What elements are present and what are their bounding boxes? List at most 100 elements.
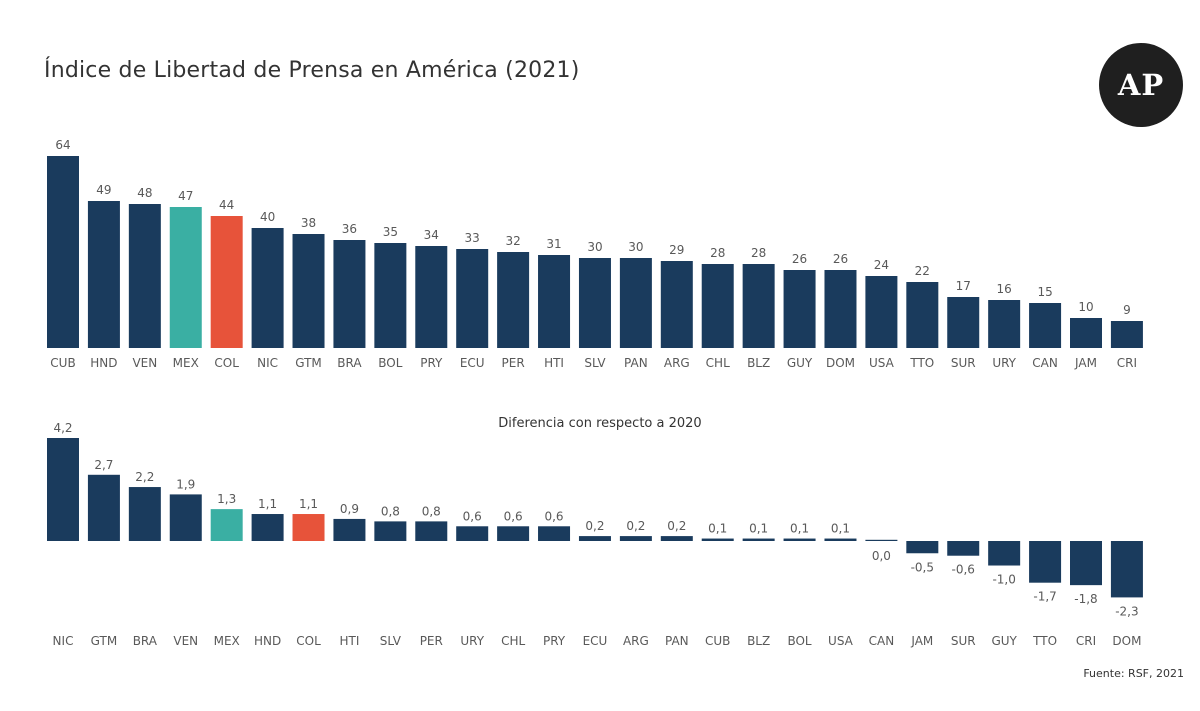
diff-bar-per — [415, 521, 448, 541]
diff-bar-sur — [947, 541, 980, 556]
diff-label-hnd: 1,1 — [258, 497, 277, 511]
x-tick-can: CAN — [1032, 356, 1058, 370]
x-tick-gtm: GTM — [295, 356, 322, 370]
diff-bar-slv — [374, 521, 407, 541]
x-tick-slv: SLV — [584, 356, 606, 370]
data-label-ury: 16 — [997, 282, 1012, 296]
diff-label-per: 0,8 — [422, 504, 441, 518]
x-tick-mex: MEX — [173, 356, 199, 370]
bar-sur — [947, 297, 980, 348]
diff-x-tick-tto: TTO — [1032, 634, 1057, 648]
bar-pan — [619, 258, 652, 348]
bar-pry — [415, 246, 448, 348]
diff-bar-hti — [333, 518, 366, 541]
x-tick-bol: BOL — [378, 356, 402, 370]
chart-title: Índice de Libertad de Prensa en América … — [44, 58, 580, 83]
bar-guy — [783, 270, 816, 348]
diff-x-tick-per: PER — [420, 634, 443, 648]
x-tick-blz: BLZ — [747, 356, 770, 370]
diff-label-chl: 0,6 — [504, 509, 523, 523]
x-tick-dom: DOM — [826, 356, 855, 370]
data-label-nic: 40 — [260, 210, 275, 224]
x-tick-sur: SUR — [951, 356, 976, 370]
diff-x-tick-hti: HTI — [339, 634, 359, 648]
diff-label-gtm: 2,7 — [94, 458, 113, 472]
diff-label-jam: -0,5 — [911, 560, 934, 574]
diff-bar-bol — [783, 538, 816, 541]
source-note: Fuente: RSF, 2021 — [1083, 667, 1184, 680]
diff-bar-col — [292, 514, 325, 541]
diff-x-tick-pan: PAN — [665, 634, 689, 648]
x-tick-pan: PAN — [624, 356, 648, 370]
diff-label-usa: 0,1 — [831, 522, 850, 536]
x-tick-pry: PRY — [420, 356, 443, 370]
diff-bar-arg — [619, 536, 652, 541]
data-label-hti: 31 — [546, 237, 561, 251]
data-label-jam: 10 — [1078, 300, 1093, 314]
x-tick-bra: BRA — [337, 356, 362, 370]
bar-hti — [538, 255, 571, 348]
data-label-slv: 30 — [587, 240, 602, 254]
diff-bar-tto — [1029, 541, 1062, 583]
diff-label-cri: -1,8 — [1074, 592, 1097, 606]
x-tick-ven: VEN — [132, 356, 157, 370]
x-tick-per: PER — [502, 356, 525, 370]
bar-cub — [47, 156, 79, 348]
diff-bar-mex — [210, 509, 243, 541]
bar-chl — [701, 264, 734, 348]
bar-blz — [742, 264, 775, 348]
diff-label-mex: 1,3 — [217, 492, 236, 506]
diff-label-pan: 0,2 — [667, 519, 686, 533]
diff-label-bra: 2,2 — [135, 470, 154, 484]
diff-x-tick-hnd: HND — [254, 634, 281, 648]
bar-cri — [1110, 321, 1143, 348]
x-tick-jam: JAM — [1074, 356, 1097, 370]
diff-x-tick-nic: NIC — [53, 634, 74, 648]
diff-x-tick-cri: CRI — [1076, 634, 1096, 648]
diff-bar-pan — [660, 536, 693, 541]
diff-label-col: 1,1 — [299, 497, 318, 511]
diff-label-ven: 1,9 — [176, 477, 195, 491]
bar-hnd — [87, 201, 120, 348]
data-label-ecu: 33 — [465, 231, 480, 245]
data-label-arg: 29 — [669, 243, 684, 257]
x-tick-hnd: HND — [90, 356, 117, 370]
data-label-blz: 28 — [751, 246, 766, 260]
data-label-chl: 28 — [710, 246, 725, 260]
diff-bar-blz — [742, 538, 775, 541]
diff-label-slv: 0,8 — [381, 504, 400, 518]
x-tick-ecu: ECU — [460, 356, 485, 370]
x-tick-ury: URY — [992, 356, 1016, 370]
diff-label-pry: 0,6 — [544, 509, 563, 523]
diff-label-blz: 0,1 — [749, 522, 768, 536]
x-tick-hti: HTI — [544, 356, 564, 370]
data-label-hnd: 49 — [96, 183, 111, 197]
diff-x-tick-usa: USA — [828, 634, 854, 648]
data-label-cub: 64 — [55, 138, 70, 152]
bar-slv — [578, 258, 611, 348]
logo-text: AP — [1117, 68, 1165, 102]
diff-bar-can — [865, 539, 898, 541]
bar-col — [210, 216, 243, 348]
data-label-col: 44 — [219, 198, 234, 212]
diff-label-dom: -2,3 — [1115, 604, 1138, 618]
diff-bar-ury — [456, 526, 489, 541]
data-label-bol: 35 — [383, 225, 398, 239]
data-label-tto: 22 — [915, 264, 930, 278]
diff-bar-hnd — [251, 514, 284, 541]
diff-x-tick-slv: SLV — [380, 634, 402, 648]
bar-ven — [128, 204, 161, 348]
diff-label-guy: -1,0 — [992, 573, 1015, 587]
x-tick-cri: CRI — [1117, 356, 1137, 370]
bar-arg — [660, 261, 693, 348]
bar-bol — [374, 243, 407, 348]
diff-bar-usa — [824, 538, 857, 541]
data-label-mex: 47 — [178, 189, 193, 203]
diff-bar-cub — [701, 538, 734, 541]
diff-bar-jam — [906, 541, 939, 554]
data-label-sur: 17 — [956, 279, 971, 293]
press-freedom-bar-chart: 64 CUB 49 HND 48 VEN 47 MEX 44 COL 40 NIC 38 GTM 36 BRA… — [47, 138, 1143, 370]
data-label-usa: 24 — [874, 258, 889, 272]
diff-bar-gtm — [87, 474, 120, 541]
